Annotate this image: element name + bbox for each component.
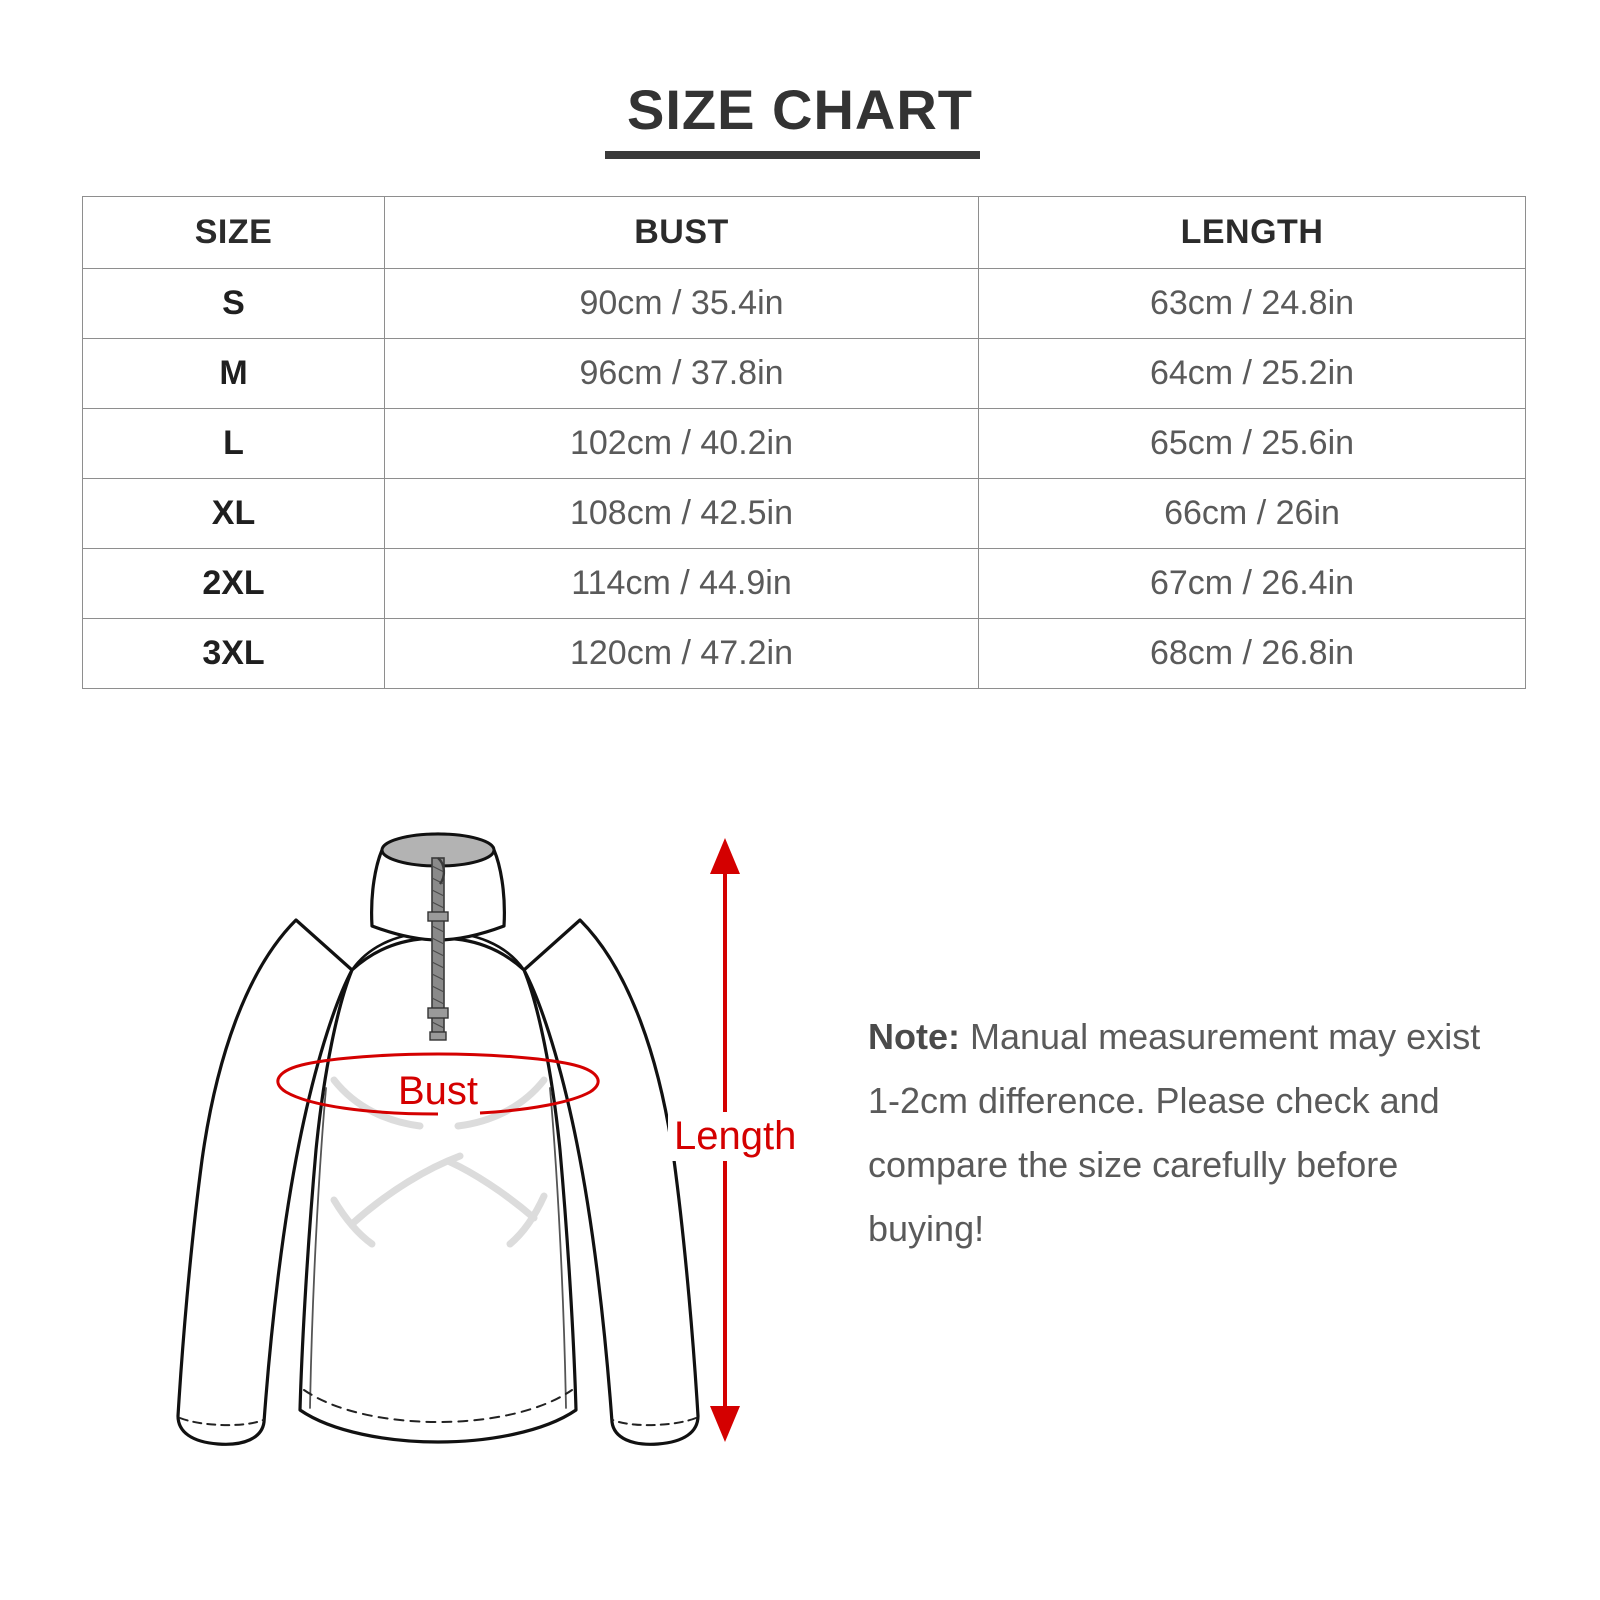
cell-bust: 114cm / 44.9in [384,548,979,619]
zipper-stop-upper [427,911,449,922]
cell-size: L [82,408,385,479]
table-row: 3XL 120cm / 47.2in 68cm / 26.8in [82,618,1526,689]
title-underline-rule [605,151,980,159]
cell-bust: 108cm / 42.5in [384,478,979,549]
zipper-slider [427,1007,449,1019]
measurement-note: Note: Manual measurement may exist 1-2cm… [868,1005,1488,1261]
zipper [427,857,449,1041]
left-cuff-stitching [179,1417,264,1427]
cell-bust: 102cm / 40.2in [384,408,979,479]
hem-stitching [303,1389,573,1423]
table-header: SIZE BUST LENGTH [82,196,1526,269]
cell-length: 64cm / 25.2in [978,338,1526,409]
zipper-teeth [431,865,445,1029]
arrow-up-icon [710,838,740,874]
cell-length: 63cm / 24.8in [978,268,1526,339]
bust-label: Bust [398,1069,478,1113]
page-title: SIZE CHART [627,78,973,141]
right-cuff-stitching [612,1417,697,1427]
column-header-size: SIZE [82,196,385,269]
left-sleeve [176,918,354,1446]
cell-size: 2XL [82,548,385,619]
cell-bust: 90cm / 35.4in [384,268,979,339]
length-label: Length [668,1112,803,1161]
garment-body [298,936,578,1444]
table-row: 2XL 114cm / 44.9in 67cm / 26.4in [82,548,1526,619]
table-row: XL 108cm / 42.5in 66cm / 26in [82,478,1526,549]
garment-illustration: Bust [120,820,820,1500]
zipper-stop-lower [429,1031,447,1041]
size-chart-table: SIZE BUST LENGTH S 90cm / 35.4in 63cm / … [82,196,1526,689]
cell-length: 67cm / 26.4in [978,548,1526,619]
table-row: L 102cm / 40.2in 65cm / 25.6in [82,408,1526,479]
pullover-technical-drawing: Bust [176,832,700,1446]
cell-size: S [82,268,385,339]
right-sleeve [522,918,700,1446]
table-row: M 96cm / 37.8in 64cm / 25.2in [82,338,1526,409]
cell-size: 3XL [82,618,385,689]
cell-size: XL [82,478,385,549]
note-prefix: Note: [868,1016,960,1057]
cell-size: M [82,338,385,409]
column-header-bust: BUST [384,196,979,269]
column-header-length: LENGTH [978,196,1526,269]
cell-length: 66cm / 26in [978,478,1526,549]
table-row: S 90cm / 35.4in 63cm / 24.8in [82,268,1526,339]
arrow-down-icon [710,1406,740,1442]
right-side-seam [549,1087,567,1409]
bust-measure-line [276,1052,600,1116]
table-header-row: SIZE BUST LENGTH [82,196,1526,269]
cell-length: 65cm / 25.6in [978,408,1526,479]
note-body: Manual measurement may exist 1-2cm diffe… [868,1016,1481,1249]
page-title-container: SIZE CHART [0,78,1600,142]
table-body: S 90cm / 35.4in 63cm / 24.8in M 96cm / 3… [82,268,1526,689]
cell-length: 68cm / 26.8in [978,618,1526,689]
cell-bust: 96cm / 37.8in [384,338,979,409]
cell-bust: 120cm / 47.2in [384,618,979,689]
left-side-seam [309,1087,327,1409]
zipper-pull-tab [437,857,446,885]
